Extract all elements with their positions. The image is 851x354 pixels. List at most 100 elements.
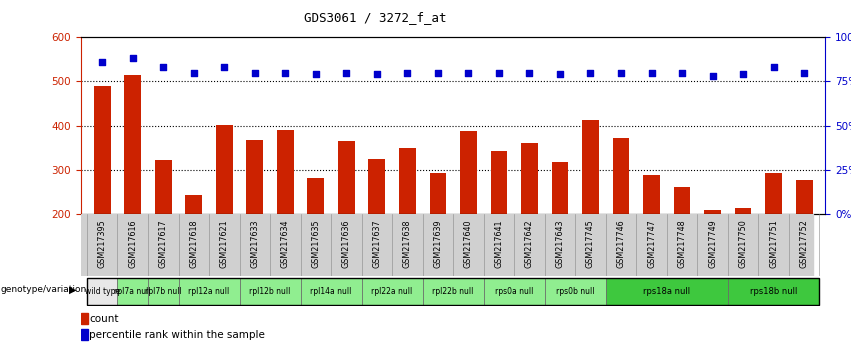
Bar (423, 278, 483, 305)
Bar (239, 278, 300, 305)
Text: GSM217748: GSM217748 (677, 219, 687, 268)
Text: GSM217639: GSM217639 (433, 219, 443, 268)
Bar (155, 160, 172, 303)
Bar (483, 278, 545, 305)
Bar (247, 140, 263, 303)
Bar (148, 278, 179, 305)
Point (461, 70, 475, 75)
Text: rpl22a null: rpl22a null (372, 287, 413, 296)
Bar (613, 138, 630, 303)
Text: GSM217636: GSM217636 (342, 219, 351, 268)
Point (797, 70, 811, 75)
Bar (643, 175, 660, 303)
Text: rps0b null: rps0b null (556, 287, 595, 296)
Text: GSM217618: GSM217618 (189, 219, 198, 268)
Text: GSM217750: GSM217750 (739, 219, 747, 268)
Point (278, 70, 292, 75)
Point (370, 72, 384, 77)
Text: GSM217749: GSM217749 (708, 219, 717, 268)
Text: GSM217617: GSM217617 (159, 219, 168, 268)
Bar (307, 178, 324, 303)
Point (553, 72, 567, 77)
Text: GSM217633: GSM217633 (250, 219, 260, 268)
Bar (728, 278, 820, 305)
Bar (87, 278, 117, 305)
Point (705, 73, 719, 79)
Bar (551, 162, 568, 303)
Text: genotype/variation: genotype/variation (1, 285, 87, 294)
Text: rps0a null: rps0a null (495, 287, 534, 296)
Point (187, 70, 201, 75)
Text: count: count (89, 314, 119, 324)
Text: GSM217641: GSM217641 (494, 219, 504, 268)
Point (248, 70, 261, 75)
Text: wild type: wild type (84, 287, 120, 296)
Point (675, 70, 688, 75)
Text: rps18a null: rps18a null (643, 287, 690, 296)
Text: GSM217643: GSM217643 (556, 219, 564, 268)
Text: rpl12a null: rpl12a null (188, 287, 230, 296)
Text: GSM217640: GSM217640 (464, 219, 473, 268)
Text: rps18b null: rps18b null (750, 287, 797, 296)
Bar (606, 278, 728, 305)
Bar (81, 313, 88, 324)
Bar (277, 130, 294, 303)
Point (309, 72, 323, 77)
Point (431, 70, 445, 75)
Bar (368, 159, 386, 303)
Point (126, 56, 140, 61)
Point (95, 59, 109, 65)
Bar (338, 141, 355, 303)
Bar (490, 152, 507, 303)
Text: GSM217751: GSM217751 (769, 219, 778, 268)
Text: rpl22b null: rpl22b null (432, 287, 474, 296)
Text: percentile rank within the sample: percentile rank within the sample (89, 330, 266, 339)
Point (157, 64, 170, 70)
Text: GSM217621: GSM217621 (220, 219, 229, 268)
Bar (399, 148, 416, 303)
Point (736, 72, 750, 77)
Text: GSM217747: GSM217747 (647, 219, 656, 268)
Bar (796, 179, 813, 303)
Text: rpl7b null: rpl7b null (145, 287, 181, 296)
Bar (545, 278, 606, 305)
Text: GSM217746: GSM217746 (616, 219, 625, 268)
Point (218, 64, 231, 70)
Text: GDS3061 / 3272_f_at: GDS3061 / 3272_f_at (305, 11, 447, 24)
Text: rpl14a null: rpl14a null (311, 287, 351, 296)
Point (340, 70, 353, 75)
Text: GSM217638: GSM217638 (403, 219, 412, 268)
Text: GSM217637: GSM217637 (373, 219, 381, 268)
Point (614, 70, 628, 75)
Bar (765, 173, 782, 303)
Bar (430, 173, 446, 303)
Text: GSM217395: GSM217395 (98, 219, 106, 268)
Bar (81, 329, 88, 340)
Bar (704, 210, 721, 303)
Bar (124, 75, 141, 303)
Point (584, 70, 597, 75)
Text: GSM217616: GSM217616 (129, 219, 137, 268)
Text: GSM217752: GSM217752 (800, 219, 808, 268)
Bar (582, 120, 599, 303)
Text: rpl7a null: rpl7a null (114, 287, 151, 296)
Bar (117, 278, 148, 305)
Bar (179, 278, 239, 305)
Bar (674, 187, 690, 303)
Text: rpl12b null: rpl12b null (249, 287, 291, 296)
Bar (734, 207, 751, 303)
Text: GSM217642: GSM217642 (525, 219, 534, 268)
Point (523, 70, 536, 75)
Bar (521, 143, 538, 303)
Bar (362, 278, 423, 305)
Bar (460, 131, 477, 303)
Text: GSM217635: GSM217635 (311, 219, 320, 268)
Point (401, 70, 414, 75)
Text: ▶: ▶ (69, 285, 77, 295)
Bar (94, 86, 111, 303)
Point (767, 64, 780, 70)
Bar (186, 195, 203, 303)
Point (645, 70, 659, 75)
Text: GSM217745: GSM217745 (586, 219, 595, 268)
Bar (216, 125, 232, 303)
